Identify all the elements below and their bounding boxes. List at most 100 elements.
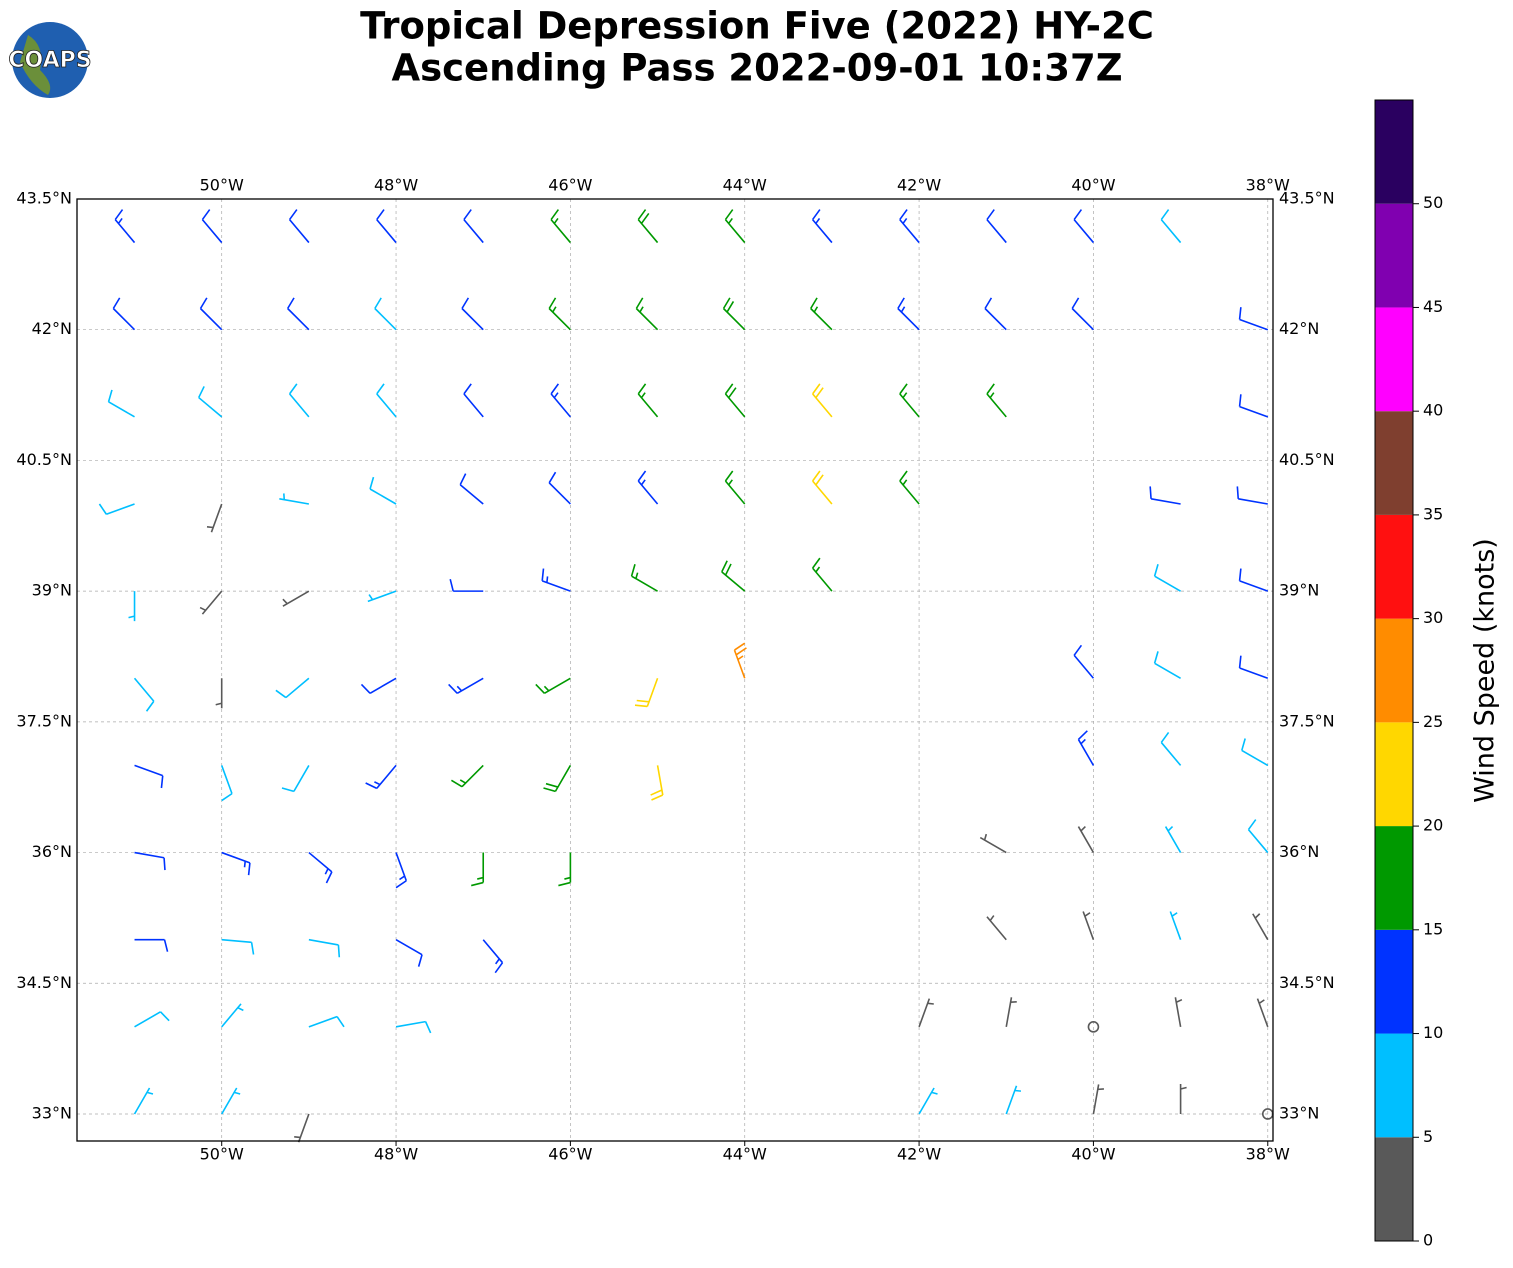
wind-barb — [986, 209, 1007, 244]
x-tick-label-top: 50°W — [200, 176, 244, 195]
y-tick-label-right: 43.5°N — [1279, 189, 1335, 208]
y-tick-label-right: 40.5°N — [1279, 450, 1335, 469]
wind-barb — [374, 297, 397, 331]
wind-barb — [535, 677, 571, 694]
wind-barb — [811, 383, 833, 418]
wind-barb — [811, 557, 833, 592]
wind-barb — [637, 470, 659, 505]
wind-barb — [367, 590, 397, 603]
wind-barb — [637, 209, 659, 244]
wind-barb — [1164, 826, 1182, 853]
wind-barb — [1082, 911, 1095, 940]
logo-land — [20, 35, 51, 95]
wind-barb — [133, 1087, 154, 1115]
colorbar-tick-label: 40 — [1423, 401, 1443, 420]
y-tick-label-right: 34.5°N — [1279, 973, 1335, 992]
wind-barb — [1238, 655, 1269, 680]
wind-barb — [395, 1020, 432, 1034]
wind-barb — [550, 209, 572, 244]
map-area: 50°W 50°W 48°W 48°W 46°W 46°W 44°W 44°W 42°W 42°W… — [16, 176, 1334, 1164]
wind-barb — [1153, 651, 1182, 679]
wind-barb — [98, 503, 135, 516]
wind-barb — [634, 678, 659, 708]
wind-barb — [294, 1113, 310, 1143]
wind-barb — [724, 383, 746, 418]
x-tick-label: 42°W — [897, 1145, 941, 1164]
wind-barb — [1153, 564, 1182, 592]
logo-text: COAPS — [8, 48, 91, 73]
wind-barb — [548, 471, 571, 505]
wind-barb — [1005, 1085, 1022, 1115]
wind-barb — [471, 852, 485, 887]
colorbar-segment — [1375, 411, 1413, 515]
wind-barb — [286, 297, 310, 331]
x-tick-label-top: 46°W — [548, 176, 592, 195]
colorbar-tick-label: 45 — [1423, 297, 1443, 316]
wind-barb — [1238, 307, 1269, 331]
colorbar-segment — [1375, 618, 1413, 723]
wind-barb — [1073, 644, 1095, 679]
wind-barb — [221, 851, 251, 876]
wind-barb — [722, 297, 746, 331]
wind-barb — [558, 852, 572, 887]
wind-barb — [134, 1011, 170, 1028]
wind-barb — [1256, 998, 1269, 1028]
colorbar-segment — [1375, 307, 1413, 412]
wind-barb — [1073, 209, 1095, 244]
chart-title: Tropical Depression Five (2022) HY-2C — [360, 5, 1154, 48]
wind-barb — [463, 383, 484, 418]
wind-barb — [221, 938, 255, 955]
colorbar-segment — [1375, 826, 1413, 930]
wind-barb — [724, 209, 746, 244]
x-tick-label-top: 42°W — [897, 176, 941, 195]
wind-barb — [376, 383, 397, 418]
wind-barb — [107, 389, 135, 418]
wind-barb — [897, 297, 920, 331]
wind-barb — [308, 1015, 345, 1028]
wind-barb — [550, 383, 572, 418]
wind-barb — [1252, 913, 1269, 941]
colorbar-segment — [1375, 514, 1413, 619]
colorbar-tick-label: 25 — [1423, 712, 1443, 731]
wind-barb — [1247, 819, 1269, 854]
wind-barb — [810, 297, 833, 331]
wind-barb — [548, 297, 571, 331]
wind-barb — [979, 833, 1007, 854]
y-tick-label: 42°N — [32, 319, 72, 338]
wind-barb — [365, 764, 397, 790]
wind-barb — [282, 590, 310, 607]
wind-barb — [128, 591, 136, 622]
wind-barb — [395, 939, 423, 967]
wind-barb — [1238, 394, 1269, 418]
wind-barb — [482, 939, 504, 974]
wind-barb — [1160, 731, 1182, 766]
wind-barb — [1241, 738, 1269, 767]
wind-barb — [635, 297, 659, 331]
wind-barb — [288, 383, 310, 418]
y-tick-label: 34.5°N — [16, 973, 72, 992]
colorbar-tick-label: 50 — [1423, 193, 1443, 212]
wind-barb — [448, 677, 484, 694]
wind-barb — [461, 297, 484, 331]
wind-barb — [650, 765, 664, 801]
x-tick-label: 40°W — [1071, 1145, 1115, 1164]
y-tick-label-right: 33°N — [1279, 1103, 1319, 1122]
wind-barb — [199, 590, 223, 615]
wind-barb — [221, 1087, 241, 1115]
wind-barb — [395, 852, 408, 889]
wind-barb — [984, 297, 1007, 331]
wind-barb — [288, 209, 310, 244]
wind-barb — [986, 915, 1007, 941]
wind-barb — [1169, 911, 1182, 940]
wind-barb — [134, 764, 164, 789]
y-tick-label: 39°N — [32, 581, 72, 600]
wind-barb — [1174, 997, 1183, 1027]
wind-barb — [220, 765, 233, 802]
logo: COAPS — [8, 22, 92, 98]
x-tick-label-top: 40°W — [1071, 176, 1115, 195]
wind-barb — [637, 383, 659, 418]
wind-barb — [134, 938, 169, 952]
colorbar-tick-label: 20 — [1423, 816, 1443, 835]
wind-barb — [1005, 997, 1017, 1027]
